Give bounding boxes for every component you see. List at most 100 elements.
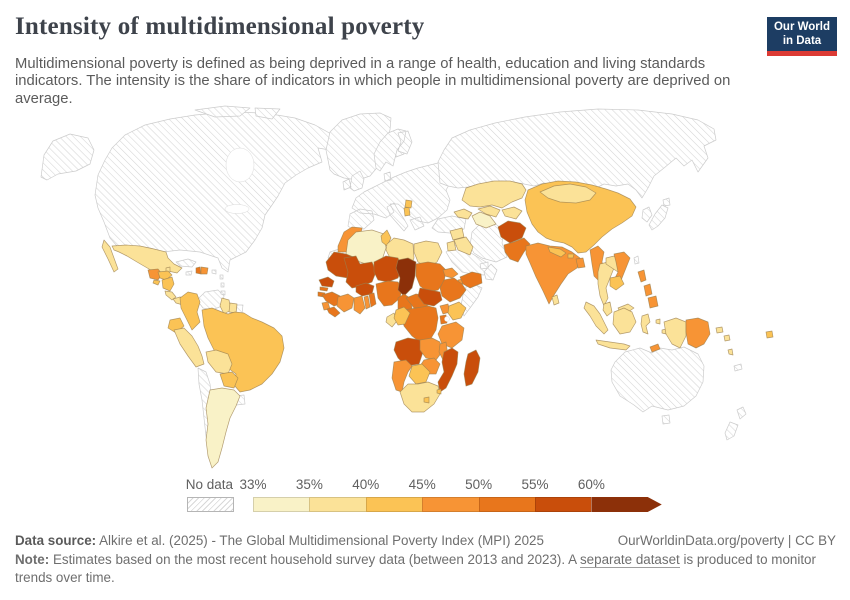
region-uzbekistan[interactable] (477, 205, 501, 218)
region-eswatini[interactable] (436, 388, 442, 395)
region-angola[interactable] (393, 337, 424, 367)
region-australia[interactable] (610, 346, 705, 425)
region-cambodia[interactable] (609, 275, 625, 291)
region-kazakhstan[interactable] (461, 180, 527, 209)
region-lesser-antilles[interactable] (219, 274, 226, 296)
region-india[interactable] (525, 242, 581, 305)
region-papua-new-guinea[interactable] (685, 317, 711, 349)
region-north-macedonia[interactable] (404, 199, 413, 209)
region-albania[interactable] (403, 206, 411, 217)
legend-bin-50-55%[interactable] (478, 497, 535, 512)
region-drc[interactable] (401, 305, 439, 343)
region-botswana[interactable] (408, 363, 431, 385)
region-bolivia[interactable] (205, 349, 233, 375)
region-moluccas-1[interactable] (655, 318, 661, 325)
region-philippines-3[interactable] (647, 295, 659, 309)
region-congo[interactable] (393, 306, 411, 326)
region-syria[interactable] (449, 227, 465, 241)
region-ghana[interactable] (353, 295, 366, 315)
legend-bin-33-35%[interactable] (253, 497, 310, 512)
region-philippines-2[interactable] (643, 283, 653, 297)
region-taiwan[interactable] (633, 255, 640, 265)
region-bhutan[interactable] (567, 253, 575, 259)
region-iraq[interactable] (453, 236, 474, 256)
legend-bin-35-40%[interactable] (309, 497, 366, 512)
region-suriname[interactable] (228, 302, 238, 314)
region-kenya[interactable] (447, 301, 467, 321)
region-japan[interactable] (648, 197, 671, 231)
region-mongolia[interactable] (539, 183, 597, 204)
region-el-salvador[interactable] (152, 279, 161, 286)
region-niger[interactable] (373, 255, 403, 283)
region-bangladesh[interactable] (575, 257, 586, 269)
region-zambia[interactable] (419, 337, 443, 361)
region-mali[interactable] (343, 255, 377, 289)
region-egypt[interactable] (413, 240, 443, 269)
region-namibia[interactable] (391, 359, 413, 393)
region-timor[interactable] (649, 343, 661, 353)
region-dominican-republic[interactable] (200, 266, 209, 275)
legend-bin-45-50%[interactable] (422, 497, 479, 512)
owid-logo[interactable]: Our World in Data (767, 17, 837, 56)
region-paraguay[interactable] (219, 371, 239, 389)
region-argentina[interactable] (205, 387, 241, 469)
region-liberia[interactable] (326, 306, 341, 318)
region-kyrgyzstan-tajikistan[interactable] (501, 206, 523, 220)
region-korea[interactable] (641, 206, 653, 223)
region-arctic-islands[interactable] (194, 105, 281, 120)
region-haiti[interactable] (195, 266, 202, 275)
region-west-papua[interactable] (663, 317, 687, 349)
region-peru[interactable] (173, 327, 205, 368)
legend-bin-40-45%[interactable] (365, 497, 423, 512)
region-south-africa[interactable] (399, 381, 441, 413)
region-borneo[interactable] (612, 307, 637, 335)
region-java[interactable] (595, 339, 631, 351)
region-tanzania[interactable] (437, 321, 465, 349)
region-nepal[interactable] (547, 246, 567, 258)
region-cuba[interactable] (175, 258, 197, 268)
region-jordan[interactable] (446, 240, 457, 252)
region-uae[interactable] (479, 261, 489, 270)
region-guyana[interactable] (219, 297, 232, 315)
region-alaska[interactable] (40, 133, 95, 181)
region-togo[interactable] (363, 295, 371, 310)
region-afghanistan[interactable] (497, 220, 527, 244)
region-iran[interactable] (469, 222, 508, 263)
region-mexico[interactable] (101, 239, 183, 276)
region-madagascar[interactable] (463, 349, 481, 387)
region-sulawesi[interactable] (640, 313, 651, 335)
region-new-zealand[interactable] (724, 406, 747, 441)
region-gambia[interactable] (319, 286, 329, 292)
region-colombia[interactable] (179, 291, 201, 331)
region-solomon-1[interactable] (715, 326, 724, 334)
region-eritrea[interactable] (442, 267, 459, 279)
region-solomon-2[interactable] (723, 334, 731, 342)
legend-bin-60%+[interactable] (591, 497, 661, 512)
region-puerto-rico[interactable] (211, 269, 217, 275)
region-vanuatu[interactable] (727, 348, 734, 356)
region-mozambique[interactable] (437, 347, 459, 393)
region-cote-divoire[interactable] (336, 293, 355, 313)
legend-no-data-swatch[interactable] (187, 497, 234, 512)
region-nicaragua[interactable] (161, 276, 175, 292)
region-jamaica[interactable] (185, 270, 193, 276)
region-fiji[interactable] (765, 330, 774, 339)
region-ethiopia[interactable] (439, 277, 467, 303)
legend-bin-55-60%[interactable] (534, 497, 592, 512)
region-chad[interactable] (395, 257, 417, 297)
region-sri-lanka[interactable] (551, 294, 560, 306)
region-new-caledonia[interactable] (733, 363, 743, 372)
region-turkmenistan[interactable] (471, 211, 497, 229)
region-pakistan[interactable] (503, 237, 531, 263)
region-sumatra[interactable] (583, 301, 609, 335)
region-caucasus[interactable] (453, 208, 473, 220)
region-lesotho[interactable] (423, 396, 430, 404)
region-yemen[interactable] (459, 271, 483, 289)
region-philippines-1[interactable] (637, 269, 647, 283)
region-turkey[interactable] (431, 215, 467, 234)
region-benin[interactable] (368, 292, 377, 308)
region-south-sudan[interactable] (417, 287, 443, 307)
region-venezuela[interactable] (196, 289, 225, 311)
region-oman[interactable] (483, 263, 498, 281)
region-europe[interactable] (342, 128, 461, 232)
